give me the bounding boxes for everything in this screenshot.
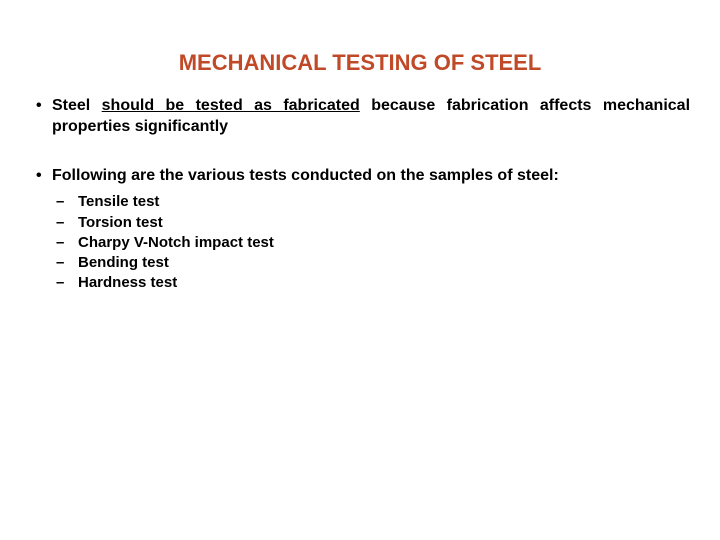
sublist-item: Hardness test xyxy=(50,273,690,293)
sublist-item: Torsion test xyxy=(50,213,690,233)
sublist-container: Tensile test Torsion test Charpy V-Notch… xyxy=(50,192,690,293)
sublist-label: Torsion test xyxy=(78,214,163,231)
sublist-label: Bending test xyxy=(78,254,169,271)
test-sublist: Tensile test Torsion test Charpy V-Notch… xyxy=(50,192,690,293)
sublist-label: Hardness test xyxy=(78,274,177,291)
sublist-label: Charpy V-Notch impact test xyxy=(78,234,274,251)
bullet-item-1: Steel should be tested as fabricated bec… xyxy=(30,96,690,138)
bullet-item-2: Following are the various tests conducte… xyxy=(30,166,690,187)
bullet-2-pre: Following are the various tests conducte… xyxy=(52,167,559,184)
main-bullet-list: Steel should be tested as fabricated bec… xyxy=(30,96,690,186)
bullet-1-underlined: should be tested as fabricated xyxy=(102,97,360,114)
page-title: MECHANICAL TESTING OF STEEL xyxy=(30,50,690,76)
sublist-item: Tensile test xyxy=(50,192,690,212)
sublist-label: Tensile test xyxy=(78,193,159,210)
sublist-item: Bending test xyxy=(50,253,690,273)
bullet-1-pre: Steel xyxy=(52,97,102,114)
sublist-item: Charpy V-Notch impact test xyxy=(50,233,690,253)
